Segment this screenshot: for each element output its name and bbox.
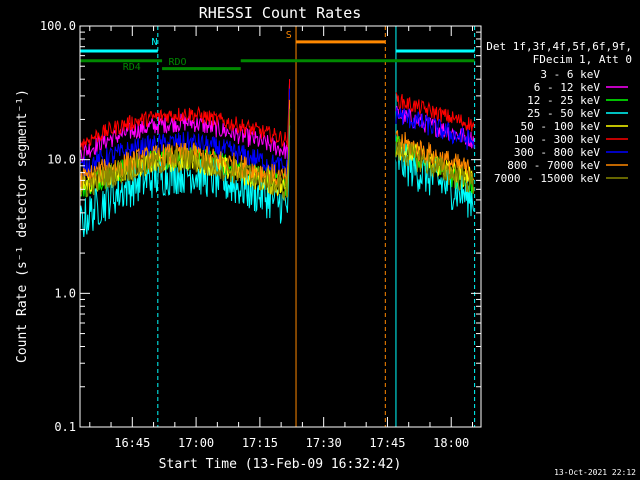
legend-header-line-2: FDecim 1, Att 0 — [533, 53, 632, 66]
x-axis: 16:45 17:00 17:15 17:30 17:45 18:00 — [89, 26, 473, 450]
x-axis-label: Start Time (13-Feb-09 16:32:42) — [159, 457, 402, 472]
series-trace-300-800keV-late — [395, 107, 475, 150]
chart-title: RHESSI Count Rates — [199, 4, 362, 22]
legend-label: 6 - 12 keV — [534, 81, 601, 94]
series-trace-100-300keV — [79, 79, 291, 151]
legend-label: 12 - 25 keV — [527, 94, 600, 107]
legend-label: 3 - 6 keV — [540, 68, 600, 81]
y-tick-label: 10.0 — [47, 153, 76, 167]
x-tick-label: 17:00 — [178, 436, 214, 450]
legend-header-line-1: Det 1f,3f,4f,5f,6f,9f, — [486, 40, 632, 53]
legend-label: 25 - 50 keV — [527, 107, 600, 120]
series-trace-100-300keV-late — [395, 92, 475, 132]
series-trace-25-50keV — [79, 125, 291, 237]
plot-frame — [79, 25, 482, 428]
y-axis-label: Count Rate (s⁻¹ detector segment⁻¹) — [15, 89, 30, 363]
x-tick-label: 18:00 — [433, 436, 469, 450]
plot-area: N RDO RD4 S — [79, 26, 476, 427]
x-tick-label: 17:30 — [306, 436, 342, 450]
x-tick-label: 17:15 — [242, 436, 278, 450]
y-axis: 100.0 10.0 1.0 0.1 — [40, 19, 481, 434]
legend-label: 300 - 800 keV — [514, 146, 600, 159]
legend-label: 100 - 300 keV — [514, 133, 600, 146]
y-tick-label: 1.0 — [54, 286, 76, 300]
series-trace-6-12keV — [80, 79, 291, 163]
x-tick-label: 17:45 — [369, 436, 405, 450]
interval-label: RD4 — [123, 62, 141, 73]
legend: Det 1f,3f,4f,5f,6f,9f, FDecim 1, Att 0 3… — [486, 40, 632, 185]
y-tick-label: 0.1 — [54, 420, 76, 434]
series-trace-7000-15000keV — [79, 108, 291, 201]
interval-label: RDO — [168, 57, 186, 68]
legend-label: 800 - 7000 keV — [507, 159, 600, 172]
y-tick-label: 100.0 — [40, 19, 76, 33]
series-trace-7000-15000keV-late — [395, 138, 475, 194]
footer-timestamp: 13-Oct-2021 22:12 — [554, 468, 636, 477]
legend-label: 50 - 100 keV — [521, 120, 601, 133]
legend-label: 7000 - 15000 keV — [494, 172, 600, 185]
interval-label: S — [286, 30, 292, 41]
interval-label: N — [151, 37, 157, 48]
x-tick-label: 16:45 — [114, 436, 150, 450]
